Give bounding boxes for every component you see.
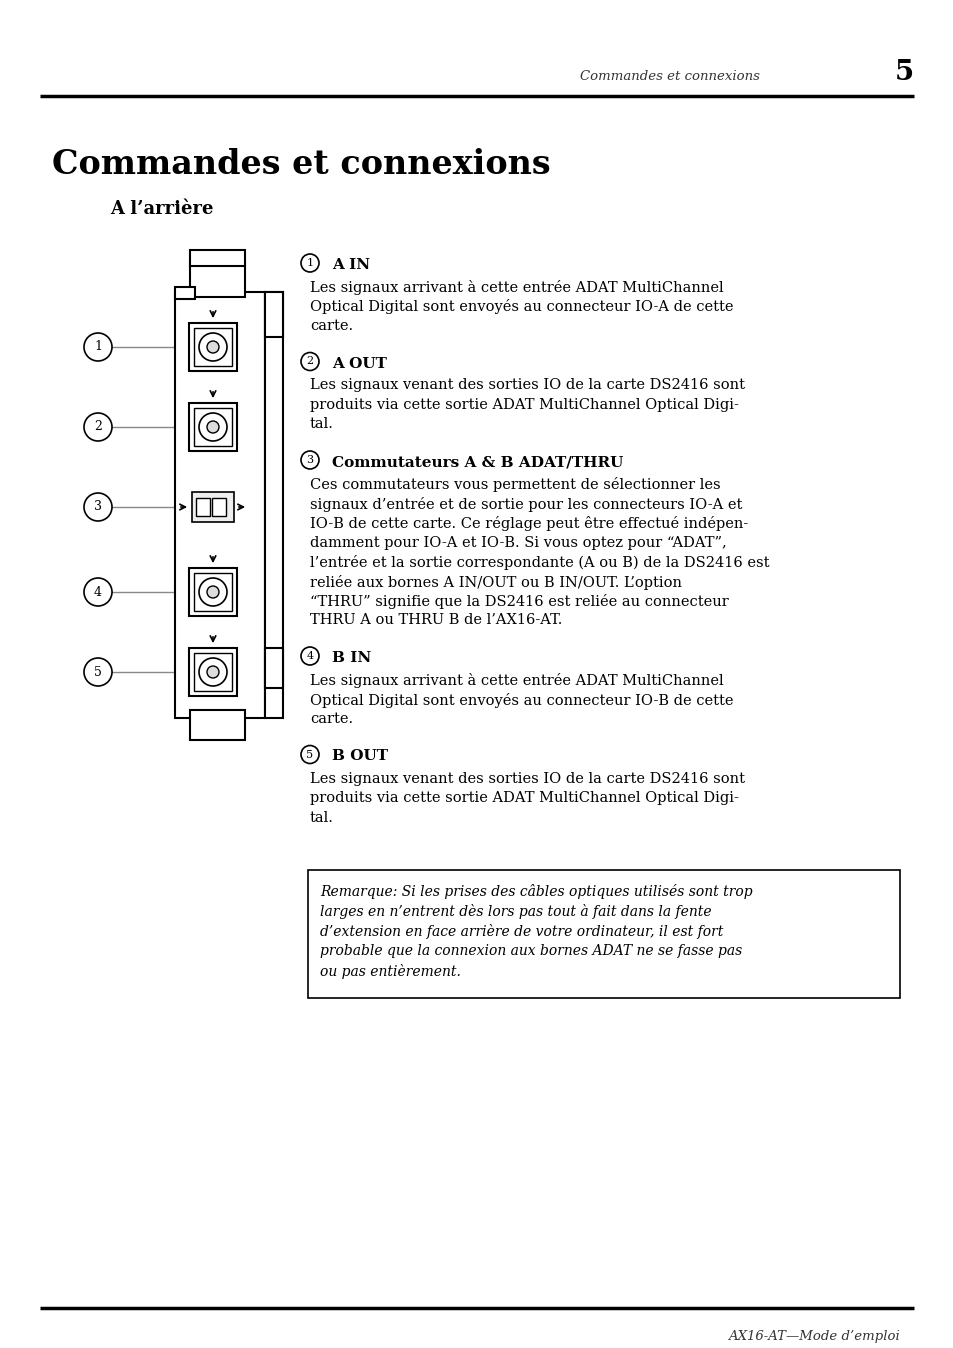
Text: Optical Digital sont envoyés au connecteur IO-A de cette: Optical Digital sont envoyés au connecte…	[310, 299, 733, 314]
Text: 4: 4	[94, 585, 102, 599]
Text: B OUT: B OUT	[332, 749, 388, 763]
Bar	[193, 328, 232, 367]
Text: signaux d’entrée et de sortie pour les connecteurs IO-A et: signaux d’entrée et de sortie pour les c…	[310, 496, 741, 511]
Bar	[189, 403, 236, 452]
Text: Les signaux arrivant à cette entrée ADAT MultiChannel: Les signaux arrivant à cette entrée ADAT…	[310, 280, 723, 295]
Text: 4: 4	[306, 651, 314, 661]
Text: produits via cette sortie ADAT MultiChannel Optical Digi-: produits via cette sortie ADAT MultiChan…	[310, 398, 739, 412]
Text: 1: 1	[94, 341, 102, 353]
Bar	[174, 287, 194, 299]
Text: 3: 3	[94, 500, 102, 514]
Circle shape	[84, 493, 112, 520]
Text: Les signaux venant des sorties IO de la carte DS2416 sont: Les signaux venant des sorties IO de la …	[310, 771, 744, 786]
Bar	[189, 324, 236, 371]
Bar	[189, 648, 236, 696]
Circle shape	[301, 452, 318, 469]
Circle shape	[301, 647, 318, 665]
Text: 2: 2	[94, 421, 102, 434]
Circle shape	[207, 421, 219, 433]
Text: tal.: tal.	[310, 418, 334, 431]
Text: carte.: carte.	[310, 712, 353, 727]
Text: probable que la connexion aux bornes ADAT ne se fasse pas: probable que la connexion aux bornes ADA…	[319, 944, 741, 958]
Text: tal.: tal.	[310, 810, 334, 825]
Text: 5: 5	[94, 666, 102, 678]
Text: AX16-AT—Mode d’emploi: AX16-AT—Mode d’emploi	[727, 1330, 899, 1343]
Text: carte.: carte.	[310, 319, 353, 333]
Circle shape	[199, 333, 227, 361]
Text: d’extension en face arrière de votre ordinateur, il est fort: d’extension en face arrière de votre ord…	[319, 923, 722, 940]
Text: Commandes et connexions: Commandes et connexions	[579, 70, 760, 84]
Bar	[265, 293, 283, 718]
Bar	[190, 710, 245, 740]
Text: Commutateurs A & B ADAT/THRU: Commutateurs A & B ADAT/THRU	[332, 456, 622, 469]
Text: damment pour IO-A et IO-B. Si vous optez pour “ADAT”,: damment pour IO-A et IO-B. Si vous optez…	[310, 535, 726, 550]
Circle shape	[84, 412, 112, 441]
Circle shape	[207, 341, 219, 353]
Text: 5: 5	[306, 749, 314, 759]
Text: 1: 1	[306, 257, 314, 268]
Text: IO-B de cette carte. Ce réglage peut être effectué indépen-: IO-B de cette carte. Ce réglage peut êtr…	[310, 516, 747, 531]
Bar	[265, 293, 283, 337]
Text: Ces commutateurs vous permettent de sélectionner les: Ces commutateurs vous permettent de séle…	[310, 477, 720, 492]
Circle shape	[207, 666, 219, 678]
Bar	[265, 648, 283, 687]
Text: ou pas entièrement.: ou pas entièrement.	[319, 964, 460, 979]
Bar	[193, 573, 232, 611]
Text: l’entrée et la sortie correspondante (A ou B) de la DS2416 est: l’entrée et la sortie correspondante (A …	[310, 555, 769, 570]
Text: A IN: A IN	[332, 257, 370, 272]
Text: 5: 5	[894, 59, 913, 86]
Circle shape	[199, 412, 227, 441]
Text: Les signaux venant des sorties IO de la carte DS2416 sont: Les signaux venant des sorties IO de la …	[310, 379, 744, 392]
Circle shape	[84, 333, 112, 361]
Circle shape	[84, 578, 112, 607]
Circle shape	[84, 658, 112, 686]
Circle shape	[199, 658, 227, 686]
Circle shape	[301, 253, 318, 272]
Text: 2: 2	[306, 356, 314, 367]
Bar	[195, 497, 210, 516]
Text: A OUT: A OUT	[332, 356, 387, 371]
Text: 3: 3	[306, 456, 314, 465]
Bar	[190, 262, 245, 297]
Text: Optical Digital sont envoyés au connecteur IO-B de cette: Optical Digital sont envoyés au connecte…	[310, 693, 733, 708]
Text: produits via cette sortie ADAT MultiChannel Optical Digi-: produits via cette sortie ADAT MultiChan…	[310, 791, 739, 805]
Circle shape	[301, 352, 318, 371]
Bar	[193, 652, 232, 692]
Text: “THRU” signifie que la DS2416 est reliée au connecteur: “THRU” signifie que la DS2416 est reliée…	[310, 594, 728, 609]
Text: A l’arrière: A l’arrière	[110, 200, 213, 218]
Bar	[212, 497, 226, 516]
Bar	[189, 568, 236, 616]
Bar	[308, 869, 899, 998]
Bar	[174, 293, 265, 718]
Text: THRU A ou THRU B de l’AX16-AT.: THRU A ou THRU B de l’AX16-AT.	[310, 613, 561, 628]
Text: reliée aux bornes A IN/OUT ou B IN/OUT. L’option: reliée aux bornes A IN/OUT ou B IN/OUT. …	[310, 574, 681, 589]
Bar	[193, 408, 232, 446]
Circle shape	[199, 578, 227, 607]
Bar	[192, 492, 233, 522]
Text: Commandes et connexions: Commandes et connexions	[52, 148, 550, 181]
Text: B IN: B IN	[332, 651, 371, 665]
Bar	[190, 249, 245, 266]
Circle shape	[207, 586, 219, 599]
Text: Les signaux arrivant à cette entrée ADAT MultiChannel: Les signaux arrivant à cette entrée ADAT…	[310, 673, 723, 687]
Text: larges en n’entrent dès lors pas tout à fait dans la fente: larges en n’entrent dès lors pas tout à …	[319, 905, 711, 919]
Text: Remarque: Si les prises des câbles optiques utilisés sont trop: Remarque: Si les prises des câbles optiq…	[319, 884, 752, 899]
Circle shape	[301, 745, 318, 763]
